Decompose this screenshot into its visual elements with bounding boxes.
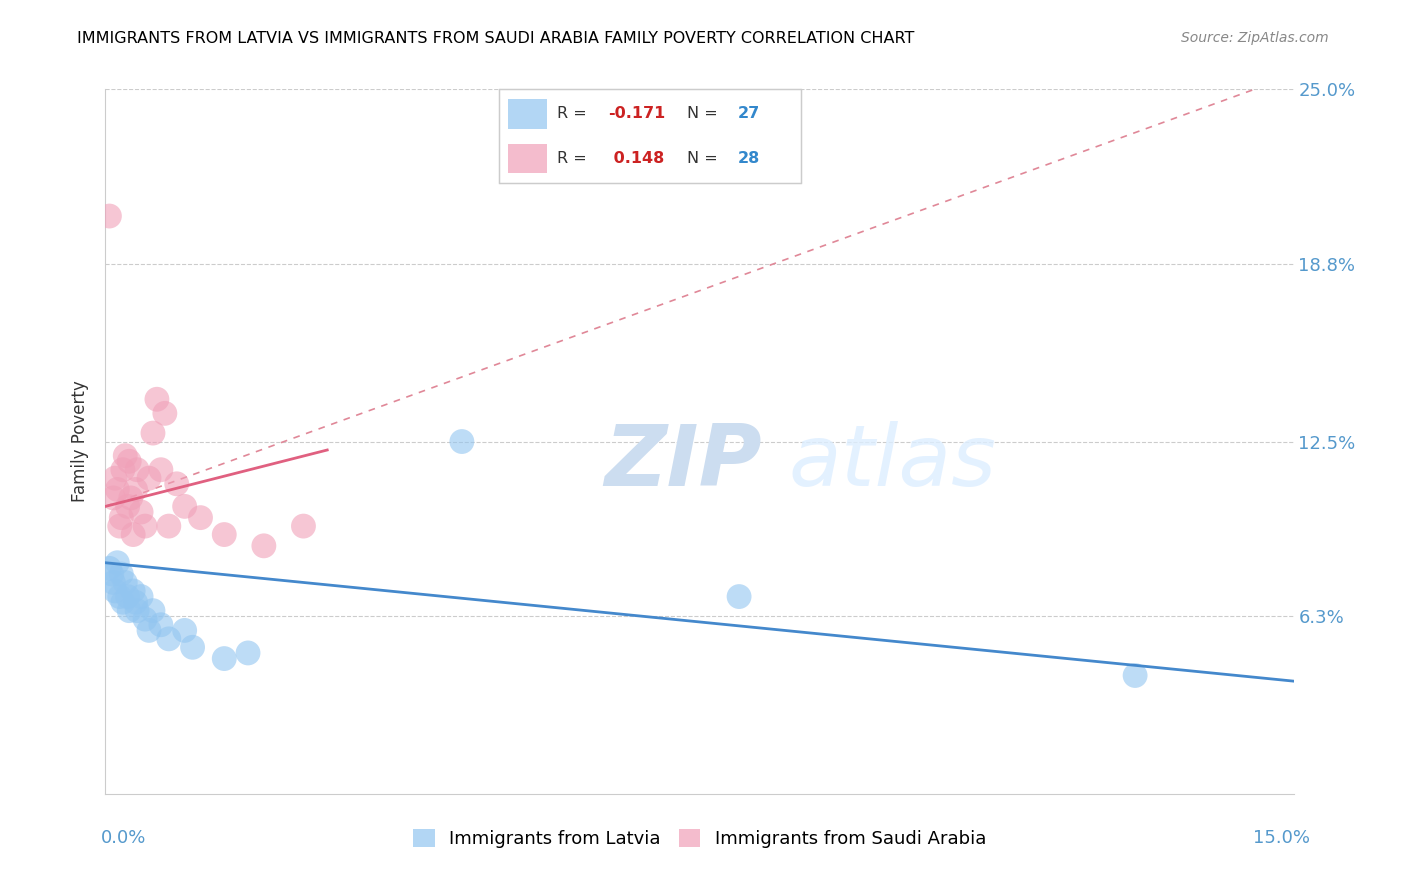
- Point: [157, 632, 180, 646]
- Point: [181, 640, 204, 655]
- Point: [157, 519, 180, 533]
- Point: [114, 575, 136, 590]
- Point: [173, 624, 195, 638]
- Point: [149, 463, 172, 477]
- Point: [108, 519, 131, 533]
- Point: [111, 463, 134, 477]
- Point: [129, 590, 152, 604]
- Point: [98, 209, 121, 223]
- Point: [117, 590, 139, 604]
- Point: [153, 406, 176, 420]
- Point: [124, 595, 146, 609]
- Bar: [508, 98, 547, 128]
- Point: [105, 483, 128, 497]
- Text: atlas: atlas: [789, 421, 997, 504]
- Point: [253, 539, 276, 553]
- Point: [173, 500, 195, 514]
- Text: 27: 27: [738, 106, 761, 121]
- Point: [728, 590, 751, 604]
- Text: 0.0%: 0.0%: [101, 829, 146, 847]
- Text: 28: 28: [738, 151, 761, 166]
- Point: [118, 604, 141, 618]
- Point: [111, 595, 134, 609]
- Point: [214, 527, 236, 541]
- Point: [146, 392, 169, 407]
- Point: [110, 510, 132, 524]
- Point: [117, 500, 139, 514]
- Y-axis label: Family Poverty: Family Poverty: [72, 381, 90, 502]
- Point: [134, 519, 156, 533]
- Point: [127, 604, 149, 618]
- Point: [142, 426, 165, 441]
- Point: [120, 491, 142, 505]
- Point: [236, 646, 259, 660]
- Text: Source: ZipAtlas.com: Source: ZipAtlas.com: [1181, 31, 1329, 45]
- Point: [214, 651, 236, 665]
- Point: [101, 567, 124, 582]
- Text: R =: R =: [557, 106, 592, 121]
- Point: [108, 590, 131, 604]
- Point: [118, 454, 141, 468]
- Text: 15.0%: 15.0%: [1253, 829, 1310, 847]
- Text: IMMIGRANTS FROM LATVIA VS IMMIGRANTS FROM SAUDI ARABIA FAMILY POVERTY CORRELATIO: IMMIGRANTS FROM LATVIA VS IMMIGRANTS FRO…: [77, 31, 915, 46]
- Point: [104, 583, 127, 598]
- Text: ZIP: ZIP: [605, 421, 762, 504]
- Point: [138, 471, 160, 485]
- Point: [166, 476, 188, 491]
- Point: [1123, 668, 1146, 682]
- Point: [138, 624, 160, 638]
- Point: [114, 449, 136, 463]
- Point: [134, 612, 156, 626]
- Point: [450, 434, 472, 449]
- Point: [190, 510, 212, 524]
- Bar: [508, 144, 547, 173]
- Point: [122, 583, 145, 598]
- Point: [110, 567, 132, 582]
- Point: [129, 505, 152, 519]
- Text: -0.171: -0.171: [607, 106, 665, 121]
- Point: [103, 491, 125, 505]
- Text: R =: R =: [557, 151, 592, 166]
- Point: [127, 463, 149, 477]
- Text: N =: N =: [686, 106, 723, 121]
- Point: [124, 483, 146, 497]
- Point: [122, 527, 145, 541]
- Point: [105, 556, 128, 570]
- Point: [292, 519, 315, 533]
- Text: 0.148: 0.148: [607, 151, 664, 166]
- Point: [142, 604, 165, 618]
- Legend: Immigrants from Latvia, Immigrants from Saudi Arabia: Immigrants from Latvia, Immigrants from …: [406, 822, 993, 855]
- Text: N =: N =: [686, 151, 723, 166]
- Point: [149, 617, 172, 632]
- Point: [104, 471, 127, 485]
- Point: [98, 561, 121, 575]
- Point: [103, 575, 125, 590]
